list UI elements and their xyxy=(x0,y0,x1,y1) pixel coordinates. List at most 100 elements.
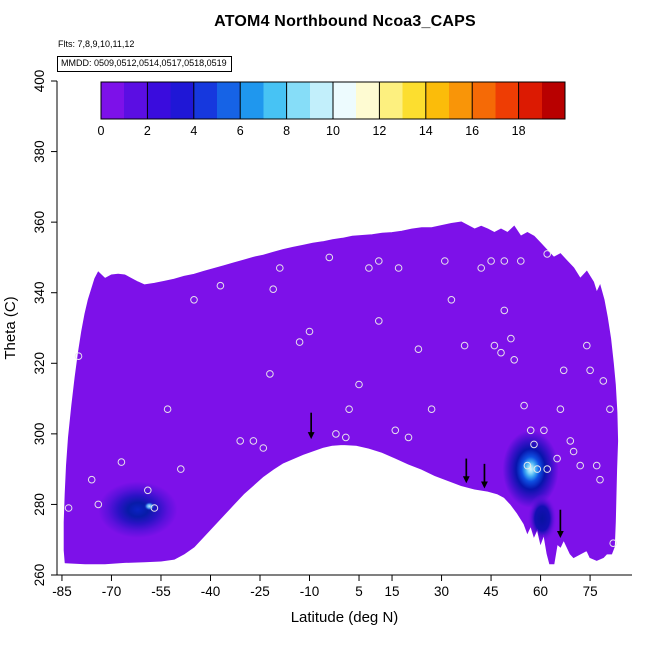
sample-circle xyxy=(64,504,73,512)
colorbar-segment xyxy=(240,82,264,119)
colorbar-segment xyxy=(286,82,311,119)
sample-circle xyxy=(391,426,400,435)
sample-circle xyxy=(394,264,403,272)
colorbar-segment xyxy=(541,82,566,119)
sample-circle xyxy=(365,264,373,272)
x-tick-label: -85 xyxy=(52,584,72,599)
x-tick-label: -40 xyxy=(201,584,221,599)
colorbar-segment xyxy=(379,82,404,119)
northern-enhancement xyxy=(502,430,559,508)
sample-markers xyxy=(64,250,618,548)
sample-circle xyxy=(266,370,274,378)
sample-circle xyxy=(117,458,126,466)
colorbar-tick-label: 4 xyxy=(190,124,197,138)
sample-circle xyxy=(497,348,505,357)
northern-enhancement-tail xyxy=(527,493,558,544)
y-tick-label: 320 xyxy=(32,352,47,375)
colorbar-segment xyxy=(518,82,543,119)
colorbar-segment xyxy=(333,82,357,119)
arrow-head-icon xyxy=(462,476,470,484)
sample-circle xyxy=(569,447,578,456)
y-tick-label: 400 xyxy=(32,70,47,93)
colorbar-segment xyxy=(449,82,473,119)
colorbar-tick-label: 12 xyxy=(372,124,386,138)
colorbar-segment xyxy=(495,82,520,119)
sample-circle xyxy=(477,264,486,272)
x-tick-label: 75 xyxy=(583,584,598,599)
anomaly-layer xyxy=(98,430,559,544)
x-tick-label: -10 xyxy=(300,584,320,599)
x-tick-label: -25 xyxy=(250,584,270,599)
sample-circle xyxy=(583,341,591,350)
sample-circle xyxy=(177,465,185,473)
sample-circle xyxy=(490,341,499,350)
colorbar-segment xyxy=(147,82,172,119)
sample-circle xyxy=(236,437,244,445)
colorbar: 0 2 4 6 8 10 12 14 16 18 xyxy=(98,81,566,138)
colorbar-segment xyxy=(217,82,241,119)
data-region xyxy=(63,221,619,565)
colorbar-tick-label: 14 xyxy=(419,124,433,138)
colorbar-segment xyxy=(101,82,125,119)
x-tick-label: -70 xyxy=(102,584,122,599)
colorbar-tick-label: 18 xyxy=(512,124,526,138)
sample-circle xyxy=(345,405,353,414)
sample-circle xyxy=(414,345,423,354)
sample-circle xyxy=(325,253,334,262)
sample-circle xyxy=(606,405,614,414)
mmdd-legend-box: MMDD: 0509,0512,0514,0517,0518,0519 xyxy=(57,56,232,72)
colorbar-tick-label: 0 xyxy=(98,124,105,138)
sample-circle xyxy=(295,338,304,346)
colorbar-segment xyxy=(402,82,427,119)
sample-circle xyxy=(507,334,515,343)
sample-circle xyxy=(460,341,469,350)
colorbar-segment xyxy=(425,82,450,119)
flights-label: Flts: 7,8,9,10,11,12 xyxy=(58,39,135,49)
sample-circle xyxy=(332,430,340,438)
sample-circle xyxy=(150,504,159,512)
y-axis-label: Theta (C) xyxy=(2,296,19,359)
colorbar-tick-label: 6 xyxy=(237,124,244,138)
sample-circle xyxy=(523,461,532,470)
sample-circle xyxy=(556,405,565,414)
sample-circle xyxy=(500,257,509,265)
y-tick-label: 260 xyxy=(32,564,47,587)
sample-circle xyxy=(599,377,608,385)
axes: -85 -70 -55 -40 -25 -10 5 15 30 45 60 7526028030032… xyxy=(2,70,632,626)
sample-circle xyxy=(586,366,594,375)
x-tick-label: 15 xyxy=(385,584,400,599)
southern-enhancement xyxy=(98,481,178,538)
colorbar-tick-label: 16 xyxy=(465,124,479,138)
sample-circle xyxy=(216,281,225,290)
sample-circle xyxy=(259,444,268,452)
sample-circle xyxy=(74,352,83,361)
sample-circle xyxy=(447,296,456,304)
chart-title: ATOM4 Northbound Ncoa3_CAPS xyxy=(214,13,476,30)
colorbar-segment xyxy=(124,82,148,119)
colorbar-tick-label: 2 xyxy=(144,124,151,138)
colorbar-segment xyxy=(170,82,195,119)
x-tick-label: 60 xyxy=(533,584,548,599)
x-tick-label: -55 xyxy=(151,584,171,599)
sample-circle xyxy=(342,433,350,442)
sample-circle xyxy=(543,250,552,258)
sample-circle xyxy=(592,461,601,470)
sample-circle xyxy=(190,296,198,304)
sample-circle xyxy=(500,306,509,315)
sample-circle xyxy=(375,257,383,265)
southern-enhancement-core xyxy=(144,501,155,511)
sample-circle xyxy=(576,461,585,470)
sample-circle xyxy=(526,426,535,435)
sample-circle xyxy=(276,264,284,272)
sample-circle xyxy=(375,317,383,325)
sample-circle xyxy=(305,327,314,336)
sample-circle xyxy=(559,366,568,375)
sample-circle xyxy=(530,440,538,449)
sample-circle xyxy=(144,486,152,495)
sample-circle xyxy=(163,405,172,414)
sample-circle xyxy=(543,465,552,473)
sample-circle xyxy=(355,380,363,389)
y-tick-label: 280 xyxy=(32,493,47,516)
sample-circle xyxy=(441,257,449,265)
